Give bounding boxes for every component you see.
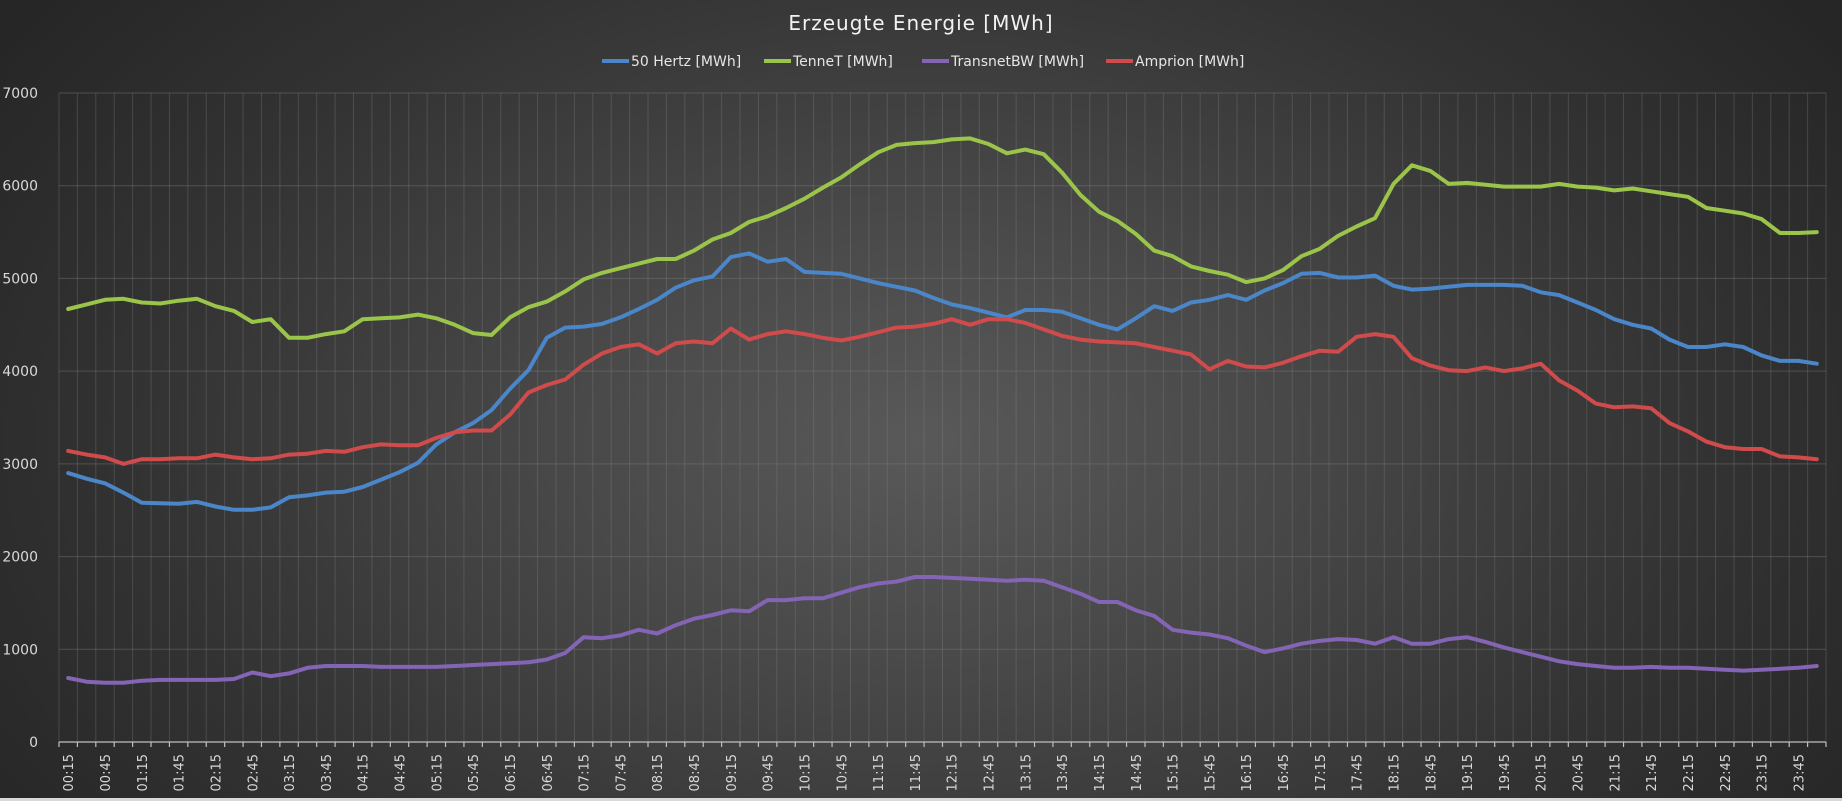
x-tick-label: 18:15: [1387, 754, 1402, 791]
y-tick-label: 1000: [2, 642, 38, 658]
series-group: [66, 317, 1819, 466]
x-tick-label: 12:45: [983, 754, 998, 791]
x-tick-label: 15:45: [1203, 754, 1218, 791]
x-tick-label: 10:45: [835, 754, 850, 791]
x-tick-label: 11:15: [872, 754, 887, 791]
legend-item: 50 Hertz [MWh]: [602, 54, 741, 70]
legend-label: 50 Hertz [MWh]: [631, 54, 741, 70]
x-tick-label: 22:45: [1719, 754, 1734, 791]
legend-label: TransnetBW [MWh]: [950, 54, 1084, 70]
x-tick-label: 07:45: [614, 754, 629, 791]
x-tick-label: 20:15: [1535, 754, 1550, 791]
plot-area: [66, 136, 1819, 685]
legend-item: TenneT [MWh]: [764, 54, 893, 70]
x-tick-label: 09:15: [725, 754, 740, 791]
legend-item: TransnetBW [MWh]: [922, 54, 1084, 70]
bottom-border: [0, 798, 1842, 801]
x-tick-label: 16:45: [1277, 754, 1292, 791]
x-tick-label: 21:45: [1645, 754, 1660, 791]
x-tick-label: 13:15: [1019, 754, 1034, 791]
series-line: [66, 317, 1819, 466]
x-tick-label: 10:15: [798, 754, 813, 791]
x-tick-label: 03:45: [320, 754, 335, 791]
x-tick-label: 01:45: [173, 754, 188, 791]
x-tick-label: 12:15: [946, 754, 961, 791]
x-tick-label: 17:15: [1314, 754, 1329, 791]
x-tick-label: 11:45: [909, 754, 924, 791]
series-group: [66, 136, 1819, 340]
x-tick-label: 05:45: [467, 754, 482, 791]
series-line: [66, 575, 1819, 685]
chart-title: Erzeugte Energie [MWh]: [788, 11, 1053, 35]
y-axis: 0 1000 2000 3000 4000 5000 6000 7000: [2, 86, 60, 751]
x-tick-label: 15:15: [1167, 754, 1182, 791]
series-line: [66, 251, 1819, 512]
x-tick-label: 17:45: [1351, 754, 1366, 791]
x-tick-label: 02:15: [209, 754, 224, 791]
x-tick-label: 23:45: [1792, 754, 1807, 791]
x-tick-label: 06:45: [541, 754, 556, 791]
series-group: [66, 251, 1819, 512]
legend-label: Amprion [MWh]: [1135, 54, 1244, 70]
x-tick-label: 20:45: [1572, 754, 1587, 791]
x-tick-label: 03:15: [283, 754, 298, 791]
x-tick-label: 08:15: [651, 754, 666, 791]
x-tick-label: 22:15: [1682, 754, 1697, 791]
y-tick-label: 2000: [2, 550, 38, 566]
x-tick-label: 01:15: [136, 754, 151, 791]
x-tick-label: 19:45: [1498, 754, 1513, 791]
x-tick-label: 09:45: [762, 754, 777, 791]
y-tick-label: 0: [29, 735, 38, 751]
series-group: [66, 575, 1819, 685]
x-tick-label: 08:45: [688, 754, 703, 791]
y-tick-label: 7000: [2, 86, 38, 102]
x-tick-label: 19:15: [1461, 754, 1476, 791]
x-tick-label: 23:15: [1756, 754, 1771, 791]
x-tick-label: 05:15: [430, 754, 445, 791]
y-tick-label: 3000: [2, 457, 38, 473]
legend: 50 Hertz [MWh] TenneT [MWh] TransnetBW [MW…: [602, 54, 1244, 70]
x-tick-label: 18:45: [1424, 754, 1439, 791]
y-tick-label: 5000: [2, 271, 38, 287]
x-tick-label: 21:15: [1608, 754, 1623, 791]
x-tick-label: 14:15: [1093, 754, 1108, 791]
y-tick-label: 6000: [2, 179, 38, 195]
x-tick-label: 04:45: [394, 754, 409, 791]
x-tick-label: 07:15: [578, 754, 593, 791]
x-tick-label: 02:45: [246, 754, 261, 791]
x-tick-label: 00:45: [99, 754, 114, 791]
x-tick-label: 00:15: [62, 754, 77, 791]
x-tick-label: 13:45: [1056, 754, 1071, 791]
series-line: [66, 136, 1819, 340]
gridlines: [59, 92, 1827, 742]
legend-item: Amprion [MWh]: [1106, 54, 1244, 70]
y-tick-label: 4000: [2, 364, 38, 380]
x-axis: 00:15 00:45 01:15 01:45 02:15 02:45 03:15 03:45…: [58, 741, 1827, 791]
x-tick-label: 14:45: [1130, 754, 1145, 791]
x-tick-label: 04:15: [357, 754, 372, 791]
legend-label: TenneT [MWh]: [792, 54, 893, 70]
x-tick-label: 06:15: [504, 754, 519, 791]
x-tick-label: 16:15: [1240, 754, 1255, 791]
